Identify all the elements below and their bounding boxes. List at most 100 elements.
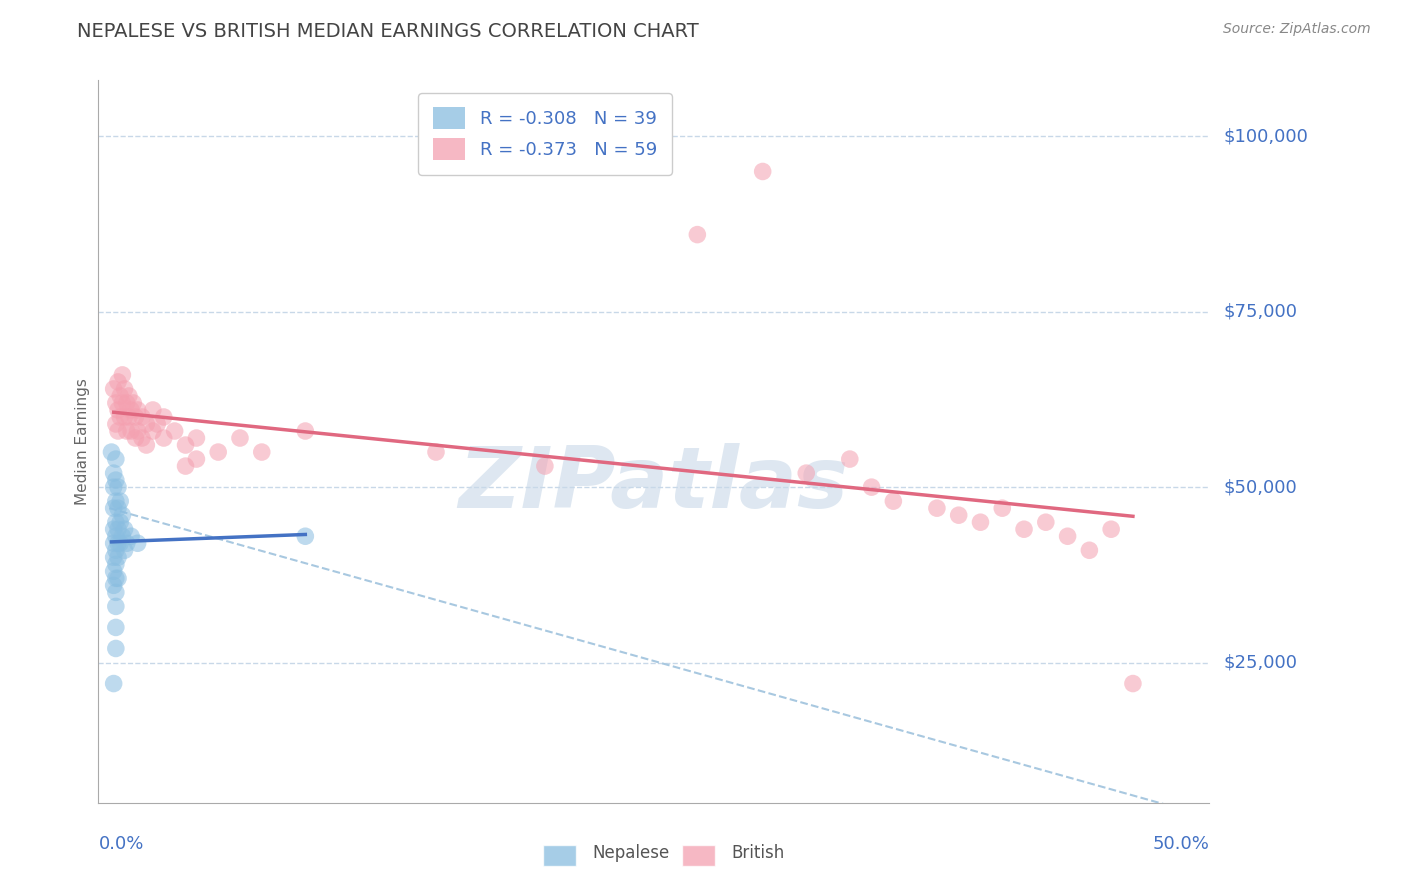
Point [111,508,134,523]
Point [127,424,149,438]
Point [186,431,208,445]
Point [1122,676,1144,690]
Point [142,403,165,417]
Point [152,409,174,424]
Point [108,536,131,550]
Point [104,417,127,431]
FancyBboxPatch shape [543,845,576,866]
Point [207,445,229,459]
Point [108,389,131,403]
Y-axis label: Median Earnings: Median Earnings [75,378,90,505]
FancyBboxPatch shape [682,845,714,866]
Text: NEPALESE VS BRITISH MEDIAN EARNINGS CORRELATION CHART: NEPALESE VS BRITISH MEDIAN EARNINGS CORR… [77,22,699,41]
Point [107,403,129,417]
Text: $50,000: $50,000 [1223,478,1296,496]
Text: British: British [731,845,785,863]
Point [103,550,125,565]
Point [103,382,125,396]
Text: Source: ZipAtlas.com: Source: ZipAtlas.com [1223,22,1371,37]
Point [104,571,127,585]
Point [104,558,127,572]
Text: $25,000: $25,000 [1223,654,1298,672]
Point [948,508,970,523]
Point [104,494,127,508]
Point [111,368,134,382]
Point [118,409,141,424]
Point [120,529,142,543]
Point [104,452,127,467]
Point [838,452,860,467]
Point [174,438,197,452]
Point [103,564,125,578]
Point [135,417,157,431]
Point [124,431,146,445]
Point [131,431,153,445]
Point [104,585,127,599]
Text: ZIPatlas: ZIPatlas [458,443,849,526]
Point [114,543,136,558]
Point [104,599,127,614]
Point [107,522,129,536]
Point [108,515,131,529]
Point [751,164,773,178]
Text: 0.0%: 0.0% [98,835,143,854]
Point [103,676,125,690]
Point [794,466,817,480]
Point [120,403,142,417]
Point [107,550,129,565]
Point [115,536,138,550]
Point [294,529,316,543]
Point [108,409,131,424]
Point [174,459,197,474]
Point [104,529,127,543]
Point [111,529,134,543]
Point [860,480,883,494]
Point [107,501,129,516]
Point [104,543,127,558]
Point [1099,522,1122,536]
Point [969,515,991,529]
Point [103,536,125,550]
Point [882,494,904,508]
Point [1056,529,1078,543]
Point [104,515,127,529]
Point [127,403,149,417]
Point [991,501,1014,516]
Point [103,466,125,480]
Point [115,424,138,438]
Point [122,396,145,410]
Point [142,424,165,438]
Point [118,389,141,403]
Point [1012,522,1035,536]
Point [146,417,169,431]
Point [425,445,447,459]
Point [114,409,136,424]
Text: 50.0%: 50.0% [1153,835,1209,854]
Point [124,409,146,424]
Point [103,501,125,516]
Point [114,522,136,536]
Point [120,424,142,438]
Point [108,494,131,508]
Point [107,571,129,585]
Point [686,227,709,242]
Point [163,424,186,438]
Point [135,438,157,452]
Point [104,473,127,487]
Point [111,396,134,410]
Point [104,641,127,656]
Point [103,578,125,592]
Text: $75,000: $75,000 [1223,302,1298,321]
Point [925,501,948,516]
Point [131,409,153,424]
Legend: R = -0.308   N = 39, R = -0.373   N = 59: R = -0.308 N = 39, R = -0.373 N = 59 [419,93,672,175]
Point [127,536,149,550]
Point [107,375,129,389]
Point [103,522,125,536]
Point [294,424,316,438]
Point [229,431,252,445]
Point [186,452,208,467]
Text: Nepalese: Nepalese [593,845,669,863]
Point [1078,543,1101,558]
Point [115,396,138,410]
